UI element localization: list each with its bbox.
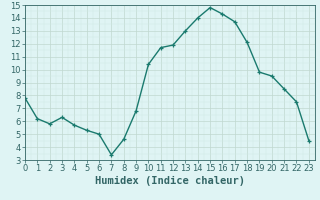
X-axis label: Humidex (Indice chaleur): Humidex (Indice chaleur): [95, 176, 245, 186]
